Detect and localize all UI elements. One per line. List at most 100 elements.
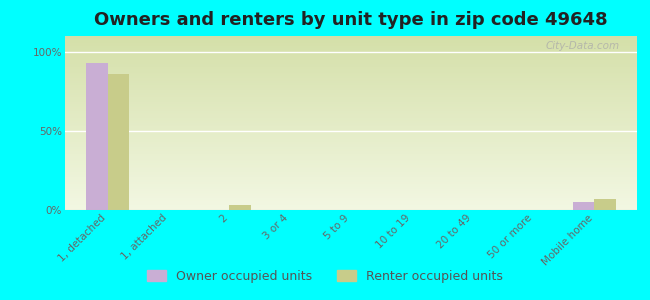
Bar: [65, 208, 637, 210]
Bar: [65, 106, 637, 107]
Bar: [65, 76, 637, 78]
Bar: [65, 93, 637, 95]
Bar: [65, 127, 637, 128]
Bar: [65, 100, 637, 102]
Bar: [65, 179, 637, 180]
Bar: [65, 146, 637, 147]
Bar: [229, 205, 251, 210]
Bar: [65, 154, 637, 156]
Bar: [65, 109, 637, 111]
Bar: [65, 140, 637, 142]
Bar: [65, 167, 637, 168]
Bar: [65, 203, 637, 205]
Bar: [65, 53, 637, 55]
Bar: [65, 57, 637, 58]
Bar: [65, 193, 637, 194]
Bar: [65, 55, 637, 57]
Bar: [65, 139, 637, 140]
Bar: [65, 137, 637, 139]
Bar: [65, 147, 637, 149]
Bar: [65, 38, 637, 40]
Bar: [65, 182, 637, 184]
Bar: [65, 90, 637, 92]
Bar: [65, 41, 637, 43]
Bar: [65, 158, 637, 160]
Bar: [65, 201, 637, 203]
Bar: [65, 52, 637, 53]
Bar: [65, 102, 637, 104]
Bar: [65, 58, 637, 60]
Bar: [65, 85, 637, 86]
Bar: [65, 180, 637, 182]
Bar: [65, 43, 637, 45]
Bar: [65, 123, 637, 125]
Bar: [65, 177, 637, 179]
Bar: [65, 116, 637, 118]
Legend: Owner occupied units, Renter occupied units: Owner occupied units, Renter occupied un…: [142, 265, 508, 288]
Bar: [65, 69, 637, 71]
Bar: [65, 163, 637, 165]
Bar: [65, 186, 637, 188]
Bar: [65, 149, 637, 151]
Bar: [65, 62, 637, 64]
Bar: [65, 67, 637, 69]
Bar: [65, 36, 637, 38]
Bar: [65, 40, 637, 41]
Bar: [65, 153, 637, 154]
Bar: [65, 95, 637, 97]
Bar: [65, 81, 637, 83]
Bar: [65, 71, 637, 73]
Bar: [65, 64, 637, 66]
Bar: [65, 184, 637, 186]
Bar: [65, 125, 637, 127]
Bar: [65, 86, 637, 88]
Bar: [65, 112, 637, 114]
Bar: [65, 160, 637, 161]
Bar: [65, 111, 637, 112]
Bar: [65, 66, 637, 67]
Bar: [65, 191, 637, 193]
Bar: [65, 132, 637, 134]
Bar: [65, 151, 637, 153]
Bar: [65, 88, 637, 90]
Bar: [65, 121, 637, 123]
Bar: [65, 196, 637, 198]
Bar: [65, 135, 637, 137]
Bar: [65, 114, 637, 116]
Bar: [65, 156, 637, 158]
Bar: [65, 92, 637, 93]
Title: Owners and renters by unit type in zip code 49648: Owners and renters by unit type in zip c…: [94, 11, 608, 29]
Bar: [65, 83, 637, 85]
Bar: [65, 128, 637, 130]
Bar: [65, 175, 637, 177]
Bar: [65, 73, 637, 74]
Bar: [65, 45, 637, 46]
Bar: [65, 130, 637, 132]
Bar: [65, 134, 637, 135]
Bar: [65, 60, 637, 62]
Bar: [65, 161, 637, 163]
Bar: [65, 142, 637, 144]
Bar: [65, 46, 637, 48]
Bar: [65, 189, 637, 191]
Bar: [65, 168, 637, 170]
Bar: [65, 48, 637, 50]
Bar: [65, 188, 637, 189]
Bar: [65, 107, 637, 109]
Bar: [65, 144, 637, 146]
Bar: [65, 99, 637, 100]
Bar: [86, 63, 108, 210]
Text: City-Data.com: City-Data.com: [546, 41, 620, 51]
Bar: [594, 199, 616, 210]
Bar: [108, 74, 129, 210]
Bar: [65, 172, 637, 173]
Bar: [65, 50, 637, 52]
Bar: [65, 97, 637, 99]
Bar: [65, 200, 637, 201]
Bar: [65, 173, 637, 175]
Bar: [65, 104, 637, 106]
Bar: [573, 202, 594, 210]
Bar: [65, 80, 637, 81]
Bar: [65, 198, 637, 200]
Bar: [65, 170, 637, 172]
